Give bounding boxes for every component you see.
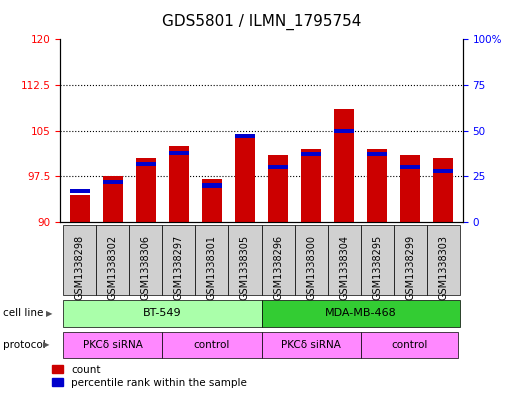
Text: control: control [194, 340, 230, 350]
Text: GSM1338305: GSM1338305 [240, 235, 250, 300]
FancyBboxPatch shape [63, 300, 262, 327]
FancyBboxPatch shape [63, 332, 163, 358]
Bar [301, 149, 321, 222]
Bar [70, 195, 90, 222]
Bar [235, 134, 255, 222]
FancyBboxPatch shape [427, 226, 460, 295]
Text: protocol: protocol [3, 340, 46, 350]
FancyBboxPatch shape [262, 332, 360, 358]
Text: cell line: cell line [3, 309, 43, 318]
Text: GSM1338298: GSM1338298 [75, 235, 85, 300]
Text: GSM1338297: GSM1338297 [174, 235, 184, 300]
Bar [169, 146, 189, 222]
Bar [367, 152, 387, 156]
Bar [301, 152, 321, 156]
FancyBboxPatch shape [262, 226, 294, 295]
FancyBboxPatch shape [229, 226, 262, 295]
Bar [136, 162, 156, 165]
FancyBboxPatch shape [262, 300, 460, 327]
Text: GSM1338300: GSM1338300 [306, 235, 316, 300]
FancyBboxPatch shape [63, 226, 96, 295]
Bar [70, 189, 90, 193]
Legend: count, percentile rank within the sample: count, percentile rank within the sample [52, 365, 247, 388]
Bar [103, 176, 123, 222]
Bar [202, 184, 222, 187]
FancyBboxPatch shape [163, 226, 196, 295]
Bar [268, 155, 288, 222]
Text: ▶: ▶ [43, 340, 49, 349]
Bar [433, 158, 453, 222]
FancyBboxPatch shape [196, 226, 229, 295]
Text: GSM1338303: GSM1338303 [438, 235, 448, 300]
Bar [136, 158, 156, 222]
Text: GSM1338295: GSM1338295 [372, 235, 382, 300]
FancyBboxPatch shape [130, 226, 163, 295]
Bar [334, 129, 354, 133]
Bar [400, 155, 420, 222]
Text: BT-549: BT-549 [143, 309, 182, 318]
Text: ▶: ▶ [46, 309, 52, 318]
FancyBboxPatch shape [360, 332, 458, 358]
Bar [367, 149, 387, 222]
FancyBboxPatch shape [163, 332, 262, 358]
Text: GSM1338304: GSM1338304 [339, 235, 349, 300]
Text: MDA-MB-468: MDA-MB-468 [325, 309, 396, 318]
Text: GSM1338302: GSM1338302 [108, 235, 118, 300]
Text: control: control [391, 340, 427, 350]
Bar [334, 109, 354, 222]
FancyBboxPatch shape [393, 226, 427, 295]
Text: GSM1338301: GSM1338301 [207, 235, 217, 300]
Bar [103, 180, 123, 184]
Text: GSM1338299: GSM1338299 [405, 235, 415, 300]
FancyBboxPatch shape [96, 226, 130, 295]
FancyBboxPatch shape [327, 226, 360, 295]
Text: PKCδ siRNA: PKCδ siRNA [83, 340, 143, 350]
Bar [433, 169, 453, 173]
Text: GSM1338296: GSM1338296 [273, 235, 283, 300]
FancyBboxPatch shape [294, 226, 327, 295]
FancyBboxPatch shape [360, 226, 393, 295]
Bar [268, 165, 288, 169]
Bar [400, 165, 420, 169]
Text: GSM1338306: GSM1338306 [141, 235, 151, 300]
Text: PKCδ siRNA: PKCδ siRNA [281, 340, 341, 350]
Bar [235, 134, 255, 138]
Bar [169, 151, 189, 154]
Text: GDS5801 / ILMN_1795754: GDS5801 / ILMN_1795754 [162, 14, 361, 30]
Bar [202, 179, 222, 222]
